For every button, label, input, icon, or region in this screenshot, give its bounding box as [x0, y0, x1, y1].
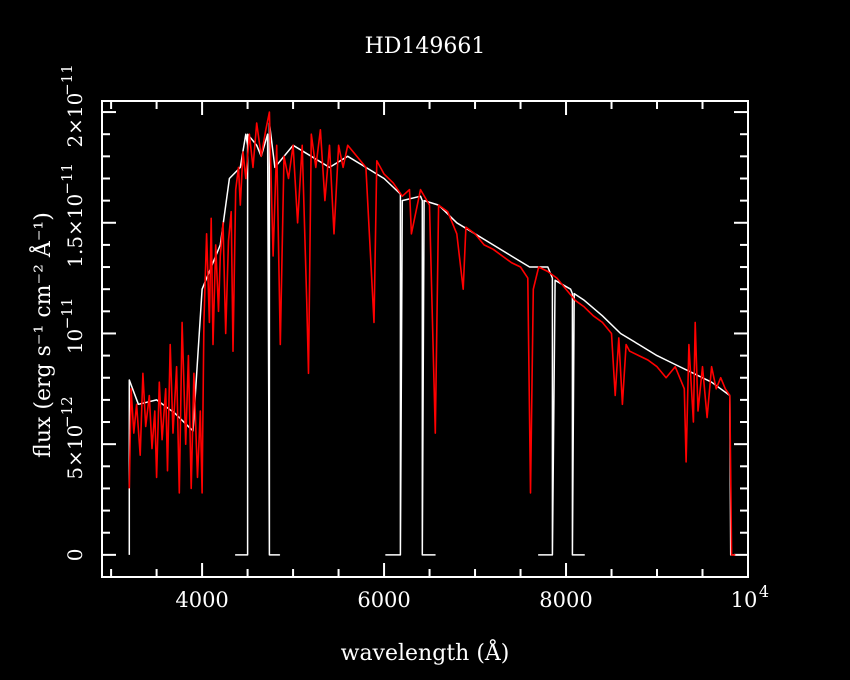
y-tick-label-group: 10−11 — [58, 298, 87, 355]
y-tick-exponent: −11 — [58, 298, 76, 330]
y-tick-label-group: 1.5×10−11 — [58, 163, 87, 268]
y-tick-label-group: 5×10−12 — [58, 396, 87, 479]
x-tick-label: 6000 — [357, 588, 410, 612]
x-tick-label: 4000 — [175, 588, 228, 612]
y-tick-label: 2×10 — [63, 93, 87, 148]
series-line-0 — [128, 122, 735, 556]
y-tick-label: 10 — [63, 329, 87, 354]
y-tick-exponent: −11 — [58, 163, 76, 195]
y-tick-exponent: −12 — [58, 396, 76, 428]
y-tick-exponent: −11 — [58, 64, 76, 96]
x-tick-label: 10 — [731, 588, 758, 612]
plot-frame — [101, 100, 749, 578]
x-tick-exponent: 4 — [759, 582, 769, 601]
chart-title: HD149661 — [365, 34, 486, 59]
y-tick-label: 5×10 — [63, 425, 87, 480]
x-tick-label: 8000 — [539, 588, 592, 612]
series-line-1 — [128, 111, 736, 556]
series-group — [128, 111, 736, 556]
y-tick-label-group: 2×10−11 — [58, 64, 87, 147]
y-tick-label-group: 0 — [63, 548, 87, 561]
x-axis-label: wavelength (Å) — [341, 638, 510, 666]
y-tick-label: 0 — [63, 548, 87, 561]
axis-ticks: 4000 6000 8000 10 405×10−1210−111.5×10−112×1… — [58, 64, 769, 612]
y-axis-label: flux (erg s⁻¹ cm⁻² Å⁻¹) — [28, 212, 56, 458]
y-tick-label: 1.5×10 — [63, 194, 87, 268]
